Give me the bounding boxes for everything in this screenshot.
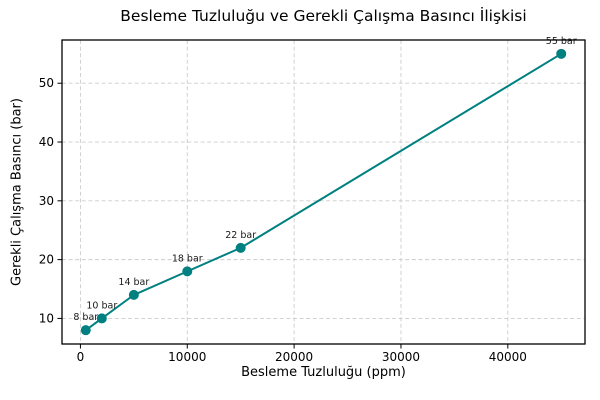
data-point-annotation: 18 bar [172,253,203,264]
x-tick-label: 10000 [168,350,206,364]
data-point-annotation: 8 bar [73,312,98,323]
y-tick-label: 40 [39,135,54,149]
data-point-marker [182,266,193,277]
data-point-marker [556,48,567,59]
data-point-marker [80,325,91,336]
data-point-marker [128,289,139,300]
data-point-annotation: 10 bar [86,300,117,311]
y-tick-label: 50 [39,76,54,90]
data-line [84,52,563,332]
data-point-marker [235,242,246,253]
x-tick-label: 0 [77,350,85,364]
data-point-annotation: 22 bar [225,230,256,241]
y-tick-label: 10 [39,311,54,325]
x-tick-label: 40000 [489,350,527,364]
plot-border [61,39,586,345]
y-tick-label: 20 [39,253,54,267]
chart-title: Besleme Tuzluluğu ve Gerekli Çalışma Bas… [120,7,527,25]
data-point-marker [96,313,107,324]
x-axis-label: Besleme Tuzluluğu (ppm) [241,365,406,380]
x-tick-label: 20000 [275,350,313,364]
x-tick-label: 30000 [382,350,420,364]
data-point-annotation: 55 bar [546,36,577,47]
y-tick-label: 30 [39,194,54,208]
data-point-annotation: 14 bar [118,277,149,288]
